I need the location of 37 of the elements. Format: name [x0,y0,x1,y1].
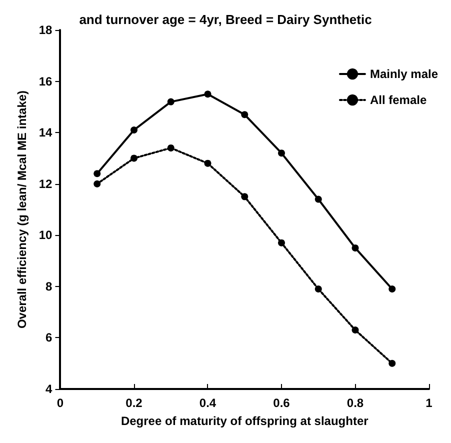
point [314,285,322,292]
point [278,239,285,246]
point [167,144,174,152]
y-tick-label: 10 [38,228,53,242]
point [94,180,101,188]
chart-title: and turnover age = 4yr, Breed = Dairy Synthetic [79,12,372,27]
y-tick-label: 4 [46,382,53,396]
x-tick-label: 0.6 [273,396,290,410]
y-tick-label: 14 [38,126,53,140]
legend-label: All female [370,93,427,107]
point [388,285,396,292]
x-tick-label: 0.4 [199,396,216,410]
x-tick-label: 0.2 [126,396,143,410]
y-axis-title: Overall efficiency (g lean/ Mcal ME intake) [15,90,29,329]
point [94,170,101,178]
y-tick-label: 12 [38,176,53,191]
y-tick-label: 18 [38,23,53,37]
x-tick-label: 0.8 [346,396,364,410]
point [352,244,359,252]
point [204,160,212,167]
point [130,154,138,162]
legend-label: Mainly male [370,67,438,81]
point [130,126,138,134]
y-tick-label: 16 [38,74,53,88]
point [352,326,359,334]
x-tick-label: 1 [426,396,433,410]
point [241,111,248,118]
y-tick-label: 8 [46,279,53,294]
point [388,360,396,367]
point [167,98,174,106]
y-tick-label: 6 [46,330,53,345]
x-tick-label: 0 [56,396,64,410]
point [241,193,248,200]
point [204,90,212,98]
x-axis-title: Degree of maturity of offspring at slaughter [120,414,369,428]
point [314,196,322,203]
point [278,150,285,157]
